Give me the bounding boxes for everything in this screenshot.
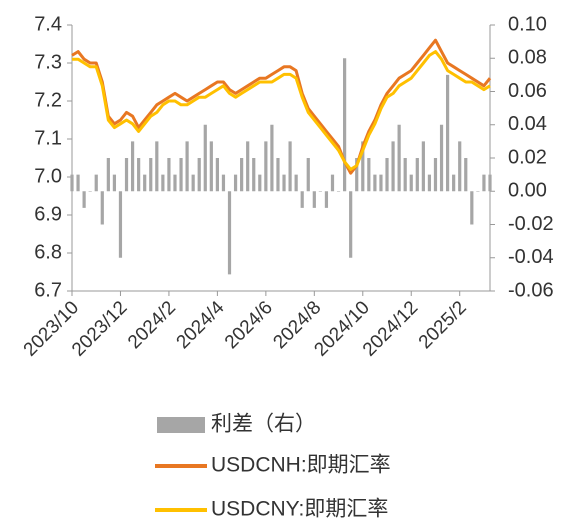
y-tick-label: 7.0 <box>34 165 62 187</box>
bar <box>197 158 201 192</box>
y2-tick-label: 0.10 <box>508 13 547 35</box>
bar <box>403 158 407 192</box>
bar <box>191 174 195 192</box>
bar <box>270 124 274 192</box>
bar <box>203 124 207 192</box>
bar <box>221 174 226 192</box>
y-tick-label: 6.7 <box>34 279 62 301</box>
bar <box>300 191 304 208</box>
bar <box>373 174 377 192</box>
bar <box>264 141 268 192</box>
bar <box>76 174 80 192</box>
bar <box>343 58 347 192</box>
y2-tick-label: -0.06 <box>508 279 554 301</box>
bar <box>155 141 159 192</box>
y-tick-label: 7.1 <box>34 127 62 149</box>
bar <box>415 158 419 192</box>
bar <box>215 158 219 192</box>
bar <box>312 191 316 208</box>
bar <box>185 141 189 192</box>
bar <box>488 174 492 192</box>
bar <box>167 158 171 192</box>
x-tick-label: 2025/2 <box>415 297 471 353</box>
bar <box>143 174 147 192</box>
legend-label: USDCNH:即期汇率 <box>211 454 391 477</box>
bar <box>452 174 456 192</box>
bar <box>330 174 335 192</box>
bar <box>118 191 123 258</box>
bar <box>88 191 92 192</box>
bar <box>149 158 153 192</box>
y2-tick-label: 0.06 <box>508 80 547 102</box>
bar <box>70 174 74 192</box>
bar <box>355 158 359 192</box>
bar <box>294 174 298 192</box>
y2-tick-label: 0.00 <box>508 180 547 202</box>
bar <box>179 158 183 192</box>
bar <box>173 174 177 192</box>
x-tick-label: 2024/4 <box>173 297 229 353</box>
bar <box>391 141 395 192</box>
y-tick-label: 7.3 <box>34 51 62 73</box>
bar <box>445 74 450 192</box>
bar <box>227 191 232 275</box>
bar <box>409 174 413 192</box>
bar <box>94 174 98 192</box>
bar <box>288 141 292 192</box>
bar <box>161 174 165 192</box>
y2-tick-label: -0.02 <box>508 213 554 235</box>
y2-tick-label: 0.08 <box>508 47 547 69</box>
y2-tick-label: 0.02 <box>508 146 547 168</box>
bar <box>246 141 250 192</box>
bar <box>276 158 280 192</box>
bar <box>82 191 86 208</box>
bar <box>421 141 425 192</box>
bar <box>439 124 444 192</box>
y-tick-label: 7.4 <box>34 13 62 35</box>
line <box>72 50 491 171</box>
bar <box>385 158 389 192</box>
bar <box>324 191 329 208</box>
bar <box>306 158 310 192</box>
bar <box>433 158 438 192</box>
y2-tick-label: -0.04 <box>508 246 554 268</box>
line <box>71 38 492 175</box>
bar <box>100 191 104 225</box>
bar <box>458 141 462 192</box>
bar <box>427 174 432 192</box>
bar <box>397 124 401 192</box>
legend-label: USDCNY:即期汇率 <box>211 498 388 520</box>
bar <box>361 141 365 192</box>
bar <box>137 158 141 192</box>
bar <box>476 191 480 192</box>
bar <box>252 158 256 192</box>
bar <box>209 141 213 192</box>
bar <box>482 174 486 192</box>
bar <box>464 158 468 192</box>
legend-label: 利差（右） <box>211 413 316 436</box>
bar <box>282 174 286 192</box>
bar <box>130 141 135 192</box>
bar <box>349 191 353 258</box>
y-tick-label: 6.9 <box>34 203 62 225</box>
bar <box>124 158 129 192</box>
bar <box>470 191 474 225</box>
x-tick-label: 2024/6 <box>221 297 277 353</box>
bar <box>106 158 110 192</box>
legend-swatch <box>157 417 205 433</box>
bar <box>318 191 322 192</box>
bar <box>233 174 238 192</box>
y-tick-label: 6.8 <box>34 241 62 263</box>
bar <box>240 158 244 192</box>
x-tick-label: 2024/2 <box>124 297 180 353</box>
y-tick-label: 7.2 <box>34 89 62 111</box>
bar <box>112 174 117 192</box>
bar <box>336 191 341 192</box>
y2-tick-label: 0.04 <box>508 113 547 135</box>
bar <box>367 158 371 192</box>
bar <box>379 174 383 192</box>
bar <box>258 174 262 192</box>
